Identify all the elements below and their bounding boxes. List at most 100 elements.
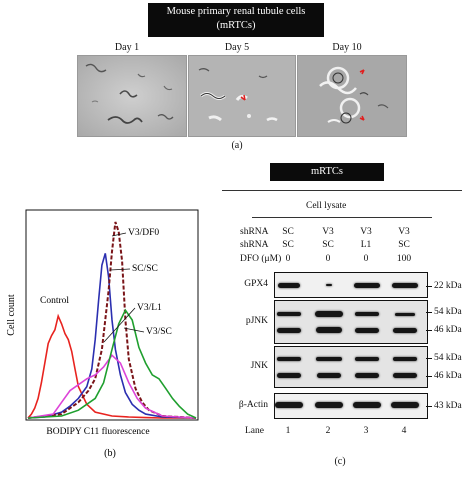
blot-band-gpx4-1-lane-1: [278, 282, 300, 288]
histogram-series-v3-df0: [27, 221, 197, 419]
blot-band-pjnk-1-lane-3: [355, 312, 379, 316]
blot-kda-pjnk-2: 46 kDa: [434, 325, 462, 335]
blot-kda-tick-pjnk-1: [426, 312, 432, 313]
histogram-leader-sc-sc: [109, 268, 131, 271]
blot-band-pjnk-2-lane-2: [316, 327, 342, 333]
lane-number-3: 3: [363, 426, 369, 436]
histogram-plot-frame: [25, 209, 199, 421]
lane-1-shrna-1: SC: [282, 227, 294, 237]
blot-band-gpx4-1-lane-4: [392, 282, 418, 288]
lane-4-dfo: 100: [396, 254, 412, 264]
histogram-x-axis-label: BODIPY C11 fluorescence: [46, 426, 149, 437]
panel-c-header-rule: [222, 190, 462, 191]
blot-kda-tick--actin-1: [426, 406, 432, 407]
blot-band-jnk-1-lane-2: [316, 357, 342, 361]
lane-number-4: 4: [401, 426, 407, 436]
blot-band-pjnk-2-lane-1: [277, 327, 301, 333]
micrograph-day-1: [77, 55, 187, 137]
blot-band-jnk-2-lane-3: [355, 372, 379, 378]
blot-band-jnk-1-lane-4: [393, 357, 417, 361]
lane-3-shrna-1: V3: [360, 227, 372, 237]
histogram-label-v3-l1: V3/L1: [137, 303, 162, 313]
histogram-label-v3-df0: V3/DF0: [128, 228, 159, 238]
blot-kda-tick-jnk-1: [426, 358, 432, 359]
lane-1-shrna-2: SC: [282, 240, 294, 250]
lane-1-dfo: 0: [285, 254, 291, 264]
lane-number-2: 2: [325, 426, 331, 436]
condition-row-label-1: shRNA: [240, 227, 269, 237]
blot-band-pjnk-2-lane-3: [355, 327, 379, 333]
blot-band--actin-1-lane-4: [391, 402, 419, 408]
blot-kda-jnk-1: 54 kDa: [434, 353, 462, 363]
blot-kda-pjnk-1: 54 kDa: [434, 307, 462, 317]
blot-label-pjnk: pJNK: [245, 316, 268, 326]
blot-band-pjnk-1-lane-2: [315, 311, 343, 317]
lane-3-dfo: 0: [363, 254, 369, 264]
blot-band-gpx4-1-lane-3: [354, 282, 380, 288]
lane-2-shrna-2: SC: [322, 240, 334, 250]
blot-band-jnk-1-lane-1: [277, 357, 301, 361]
lane-row-label: Lane: [245, 426, 264, 436]
panel-c-header: mRTCs: [270, 163, 384, 181]
histogram-leader-v3-sc: [123, 327, 145, 333]
micrograph-day-5-image: [189, 56, 295, 136]
condition-row-label-2: shRNA: [240, 240, 269, 250]
blot-band-pjnk-1-lane-4: [395, 312, 415, 316]
micrograph-day-1-image: [78, 56, 186, 136]
blot-band-pjnk-2-lane-4: [393, 327, 417, 333]
histogram-series-v3-sc: [27, 308, 197, 419]
blot-kda-tick-jnk-2: [426, 376, 432, 377]
cell-lysate-label: Cell lysate: [306, 201, 347, 211]
panel-a-title-line1: Mouse primary renal tubule cells: [166, 6, 306, 17]
lane-4-shrna-1: V3: [398, 227, 410, 237]
blot-label-jnk: JNK: [250, 361, 268, 371]
day-1-label: Day 1: [114, 42, 140, 53]
blot-band-pjnk-1-lane-1: [277, 312, 301, 316]
panel-a-title: Mouse primary renal tubule cells (mRTCs): [148, 3, 324, 37]
micrograph-day-10-image: [298, 56, 406, 136]
histogram-y-axis-label: Cell count: [6, 294, 17, 336]
day-5-label: Day 5: [224, 42, 250, 53]
blot-label--actin: β-Actin: [238, 400, 268, 410]
blot-kda-gpx4-1: 22 kDa: [434, 281, 462, 291]
condition-row-label-3: DFO (μM): [240, 254, 282, 264]
blot-band-jnk-2-lane-2: [317, 372, 341, 378]
blot-band--actin-1-lane-3: [353, 402, 381, 408]
panel-a-title-line2: (mRTCs): [216, 20, 256, 31]
blot-band-jnk-1-lane-3: [355, 357, 379, 361]
blot-band--actin-1-lane-1: [275, 402, 303, 408]
blot-gpx4: [274, 272, 428, 298]
blot-kda-jnk-2: 46 kDa: [434, 371, 462, 381]
micrograph-day-5: [188, 55, 296, 137]
histogram-label-sc-sc: SC/SC: [132, 264, 158, 274]
lane-4-shrna-2: SC: [398, 240, 410, 250]
lane-3-shrna-2: L1: [360, 240, 372, 250]
blot-kda--actin-1: 43 kDa: [434, 401, 462, 411]
blot-band-gpx4-1-lane-2: [326, 284, 332, 286]
blot--actin: [274, 393, 428, 419]
histogram-series-sc-sc: [27, 253, 197, 419]
histogram-leader-v3-df0: [111, 232, 127, 237]
day-10-label: Day 10: [332, 42, 362, 53]
lane-number-1: 1: [285, 426, 291, 436]
blot-kda-tick-pjnk-2: [426, 330, 432, 331]
blot-band-jnk-2-lane-1: [277, 372, 301, 378]
panel-c-label: (c): [334, 456, 346, 467]
histogram-label-v3-sc: V3/SC: [146, 327, 172, 337]
histogram-label-control: Control: [40, 296, 69, 306]
blot-jnk: [274, 346, 428, 388]
micrograph-day-10: [297, 55, 407, 137]
panel-c-subheader-rule: [252, 217, 432, 218]
panel-a-label: (a): [231, 140, 243, 151]
histogram-leader-v3-l1: [103, 307, 136, 343]
histogram-series-v3-l1: [27, 354, 197, 419]
blot-pjnk: [274, 300, 428, 344]
lane-2-shrna-1: V3: [322, 227, 334, 237]
lane-2-dfo: 0: [325, 254, 331, 264]
blot-band-jnk-2-lane-4: [393, 372, 417, 378]
blot-band--actin-1-lane-2: [315, 402, 343, 408]
panel-b-label: (b): [104, 448, 116, 459]
blot-kda-tick-gpx4-1: [426, 286, 432, 287]
